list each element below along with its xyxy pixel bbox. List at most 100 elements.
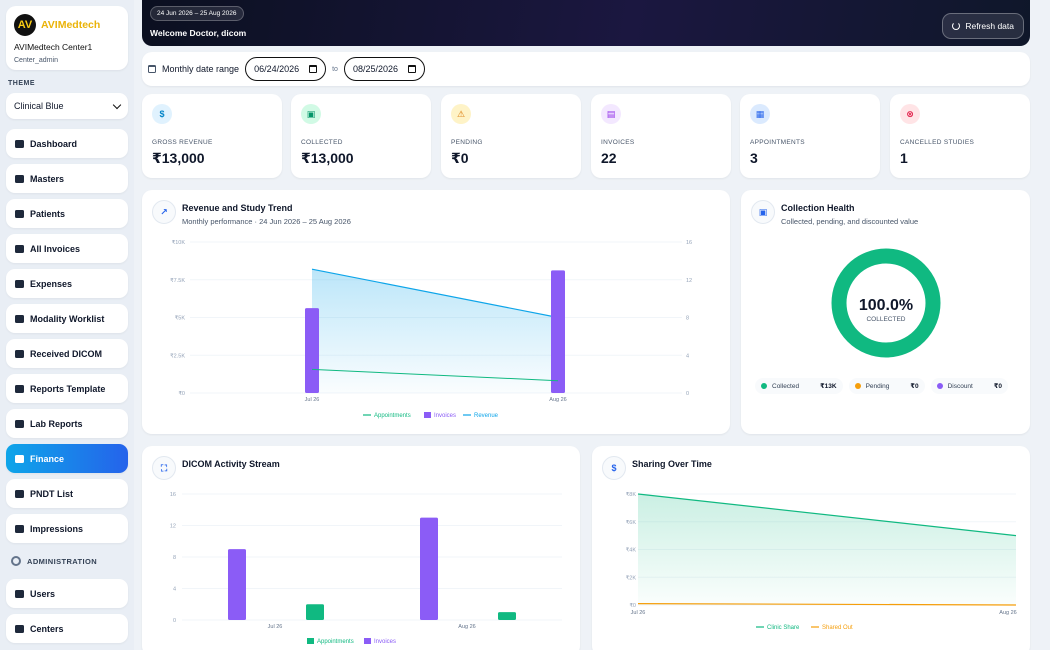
donut-caption: COLLECTED [866, 316, 905, 323]
y-right-tick: 16 [686, 240, 692, 246]
dollar-icon: $ [152, 104, 172, 124]
y-tick: ₹0 [629, 602, 636, 609]
legend-label: Collected [772, 382, 800, 390]
sidebar-item-masters[interactable]: Masters [6, 164, 128, 193]
sidebar-item-impressions[interactable]: Impressions [6, 514, 128, 543]
date-range-label: Monthly date range [162, 64, 240, 74]
kpi-value: 3 [750, 150, 758, 166]
calendar-icon [148, 65, 156, 73]
sidebar-item-received-dicom[interactable]: Received DICOM [6, 339, 128, 368]
nav-icon [15, 489, 24, 498]
x-tick: Aug 26 [549, 397, 566, 403]
kpi-label: APPOINTMENTS [750, 139, 805, 146]
refresh-data-button[interactable]: Refresh data [942, 13, 1024, 39]
welcome-header: 24 Jun 2026 – 25 Aug 2026 Welcome Doctor… [142, 0, 1030, 46]
nav-icon [15, 454, 24, 463]
shared-out-line [637, 603, 1017, 606]
y-tick: 12 [170, 524, 176, 530]
sidebar-item-label: Finance [30, 453, 65, 464]
panel-title: Collection Health [781, 203, 855, 213]
kpi-card-cancelled-studies: ⊗ CANCELLED STUDIES 1 [890, 94, 1030, 178]
administration-label: ADMINISTRATION [4, 549, 130, 573]
y-left-tick: ₹2.5K [170, 352, 185, 359]
brand-card: AV AVIMedtech AVIMedtech Center1 Center_… [6, 6, 128, 70]
invoice-icon: ▤ [601, 104, 621, 124]
legend-dot [854, 383, 861, 389]
kpi-card-collected: ▣ COLLECTED ₹13,000 [291, 94, 431, 178]
theme-value: Clinical Blue [14, 101, 64, 111]
sidebar-item-all-invoices[interactable]: All Invoices [6, 234, 128, 263]
x-tick: Jul 26 [268, 624, 283, 630]
dollar-icon: $ [602, 456, 626, 480]
trending-up-icon: ↗ [152, 200, 176, 224]
y-left-tick: ₹10K [172, 239, 186, 246]
kpi-card-invoices: ▤ INVOICES 22 [591, 94, 731, 178]
sidebar-item-label: Patients [30, 208, 66, 219]
y-right-tick: 12 [686, 278, 692, 284]
sidebar-item-label: Masters [30, 173, 65, 184]
users-icon [15, 589, 24, 598]
sidebar-item-label: Expenses [30, 278, 73, 289]
clinic-share-line [637, 493, 1017, 537]
nav-icon [15, 419, 24, 428]
invoices-bar [551, 270, 565, 393]
legend-label: Revenue [474, 413, 499, 419]
sidebar-item-pndt-list[interactable]: PNDT List [6, 479, 128, 508]
nav-icon [15, 139, 24, 148]
sidebar-item-label: Lab Reports [30, 418, 83, 429]
kpi-card-gross-revenue: $ GROSS REVENUE ₹13,000 [142, 94, 282, 178]
legend-dot [761, 383, 767, 389]
nav-icon [15, 524, 24, 533]
dicom-chart: 0 4 8 12 16 Jul 26 Aug 26 Appointments Invoices [170, 492, 562, 645]
nav-list: Dashboard Masters Patients All Invoices Expe… [4, 129, 130, 543]
kpi-value: 1 [900, 150, 908, 166]
nav-icon [15, 314, 24, 323]
sidebar-item-expenses[interactable]: Expenses [6, 269, 128, 298]
y-tick: ₹6K [626, 519, 637, 526]
y-right-tick: 4 [686, 353, 689, 359]
sidebar-item-centers[interactable]: Centers [6, 614, 128, 643]
scan-icon: ⛶ [152, 456, 176, 480]
nav-icon [15, 244, 24, 253]
legend-label: Discount [947, 382, 973, 390]
legend-swatch [364, 638, 371, 644]
donut-slice-collected [831, 248, 941, 358]
kpi-label: PENDING [451, 139, 483, 146]
date-from-value: 06/24/2026 [254, 64, 300, 74]
nav-icon [15, 349, 24, 358]
date-to-input[interactable]: 08/25/2026 [343, 57, 425, 81]
legend-label: Invoices [434, 413, 456, 419]
kpi-label: INVOICES [601, 139, 635, 146]
y-tick: 4 [173, 587, 176, 593]
invoices-bar [228, 549, 246, 620]
sidebar-item-dashboard[interactable]: Dashboard [6, 129, 128, 158]
sidebar-item-lab-reports[interactable]: Lab Reports [6, 409, 128, 438]
collection-donut-chart: 100.0% COLLECTED [831, 248, 941, 358]
welcome-text: Welcome Doctor, dicom [150, 28, 247, 38]
y-left-tick: ₹5K [175, 315, 186, 322]
sidebar-item-users[interactable]: Users [6, 579, 128, 608]
panel-title: Revenue and Study Trend [182, 203, 293, 213]
sidebar-item-finance[interactable]: Finance [6, 444, 128, 473]
calendar-icon: ▦ [750, 104, 770, 124]
kpi-value: ₹13,000 [301, 150, 354, 166]
wallet-icon: ▣ [751, 200, 775, 224]
theme-select[interactable]: Clinical Blue [6, 93, 128, 119]
center-role: Center_admin [14, 57, 58, 64]
sharing-panel: $ Sharing Over Time ₹0 ₹2K ₹4K ₹6K ₹8K Jul 26… [592, 446, 1030, 650]
kpi-label: COLLECTED [301, 139, 343, 146]
kpi-label: GROSS REVENUE [152, 139, 213, 146]
invoices-bar [305, 308, 319, 393]
sidebar-item-reports-template[interactable]: Reports Template [6, 374, 128, 403]
sidebar-item-modality-worklist[interactable]: Modality Worklist [6, 304, 128, 333]
sidebar-item-label: Received DICOM [30, 348, 103, 359]
sidebar-item-patients[interactable]: Patients [6, 199, 128, 228]
date-from-input[interactable]: 06/24/2026 [245, 57, 327, 81]
y-tick: ₹2K [626, 574, 637, 581]
brand-name: AVIMedtech [41, 19, 101, 31]
kpi-card-appointments: ▦ APPOINTMENTS 3 [740, 94, 880, 178]
legend-label: Pending [865, 382, 890, 390]
x-tick: Aug 26 [458, 624, 475, 630]
legend-label: Clinic Share [767, 625, 800, 631]
panel-title: Sharing Over Time [632, 459, 712, 469]
